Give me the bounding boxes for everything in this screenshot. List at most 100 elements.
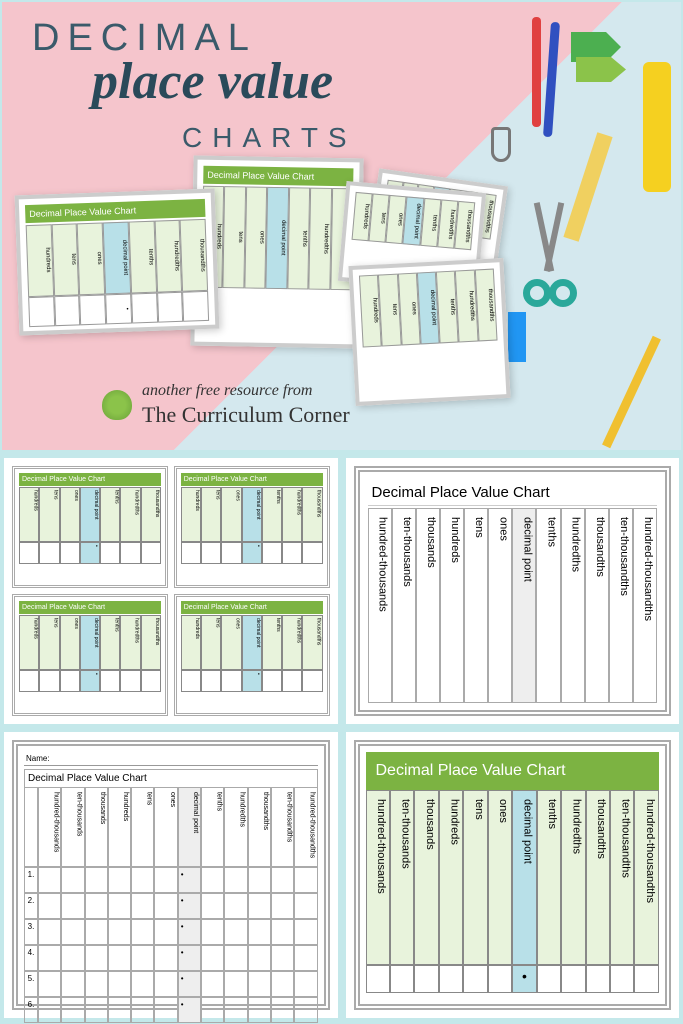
place-value-column: hundred-thousands	[368, 508, 392, 703]
place-value-column: hundredths	[561, 790, 585, 965]
table-cell	[271, 945, 294, 971]
place-value-column	[120, 670, 140, 692]
preview-chart: Decimal Place Value Chart hundredstenson…	[15, 189, 220, 336]
hero-title-bottom: CHARTS	[182, 122, 357, 154]
place-value-column: thousands	[416, 508, 440, 703]
table-cell	[154, 919, 177, 945]
table-cell	[271, 997, 294, 1023]
place-value-column	[634, 965, 658, 993]
place-value-column: thousandths	[141, 615, 161, 670]
place-value-column: tens	[223, 186, 246, 288]
small-chart: Decimal Place Value Charthundredstensone…	[12, 466, 168, 588]
place-value-column: thousands	[85, 787, 108, 867]
place-value-column: thousandths	[141, 487, 161, 542]
place-value-column: ten-thousands	[61, 787, 84, 867]
table-cell	[224, 997, 247, 1023]
place-value-column: tenths	[100, 615, 120, 670]
table-cell	[108, 945, 131, 971]
place-value-column: thousandths	[302, 487, 322, 542]
place-value-column: tenths	[536, 508, 560, 703]
place-value-column: tens	[39, 487, 59, 542]
green-chart-card: Decimal Place Value Chart hundred-thousa…	[346, 732, 680, 1018]
table-cell	[294, 997, 317, 1023]
table-cell	[61, 867, 84, 893]
table-cell	[85, 867, 108, 893]
place-value-column: hundredths	[561, 508, 585, 703]
place-value-column: hundredths	[120, 615, 140, 670]
place-value-column: tens	[51, 223, 79, 296]
place-value-column: decimal point	[103, 222, 131, 295]
place-value-column: hundred-thousands	[38, 787, 61, 867]
place-value-column: tens	[201, 487, 221, 542]
row-middle: Decimal Place Value Charthundredstensone…	[2, 458, 681, 724]
place-value-column: hundredths	[224, 787, 247, 867]
preview-chart: hundredstensonesdecimal pointtenthshundr…	[348, 258, 510, 406]
pen-icon	[543, 22, 560, 137]
place-value-column: tenths	[262, 487, 282, 542]
place-value-column: hundreds	[108, 787, 131, 867]
place-value-column	[80, 294, 107, 325]
place-value-column	[282, 670, 302, 692]
place-value-column: thousandths	[302, 615, 322, 670]
table-row: 4.•	[24, 945, 318, 971]
table-cell	[131, 867, 154, 893]
chart-title: Decimal Place Value Chart	[368, 480, 658, 506]
table-cell	[248, 997, 271, 1023]
place-value-column: hundred-thousands	[366, 790, 390, 965]
row-number: 2.	[24, 893, 38, 919]
place-value-column	[182, 291, 209, 322]
place-value-column: tenths	[201, 787, 224, 867]
worksheet: Name: Decimal Place Value Chart hundred-…	[12, 740, 330, 1010]
place-value-column: decimal point	[512, 790, 536, 965]
scissors-icon	[511, 202, 591, 312]
arrow-sticky-icon	[576, 57, 626, 82]
place-value-column: thousandths	[585, 508, 609, 703]
place-value-column	[302, 542, 322, 564]
table-cell	[38, 893, 61, 919]
place-value-column: decimal point	[242, 487, 262, 542]
place-value-column	[302, 670, 322, 692]
table-cell	[61, 893, 84, 919]
place-value-column	[262, 542, 282, 564]
small-chart: Decimal Place Value Charthundredstensone…	[12, 594, 168, 716]
table-cell: •	[178, 919, 201, 945]
place-value-column: ones	[60, 615, 80, 670]
table-cell	[154, 997, 177, 1023]
table-cell	[108, 971, 131, 997]
table-cell	[271, 867, 294, 893]
place-value-column	[39, 670, 59, 692]
table-cell	[108, 893, 131, 919]
place-value-column: •	[512, 965, 536, 993]
table-cell	[131, 893, 154, 919]
table-cell	[224, 945, 247, 971]
place-value-column: decimal point	[266, 187, 289, 289]
table-cell	[224, 971, 247, 997]
table-cell	[131, 997, 154, 1023]
table-cell	[201, 893, 224, 919]
place-value-column: •	[242, 542, 262, 564]
row-bottom: Name: Decimal Place Value Chart hundred-…	[2, 732, 681, 1018]
table-cell	[154, 971, 177, 997]
table-row: 1.•	[24, 867, 318, 893]
place-value-column	[488, 965, 512, 993]
table-cell	[294, 919, 317, 945]
chart-title: Decimal Place Value Chart	[181, 601, 323, 614]
pen-icon	[532, 17, 541, 127]
place-value-column	[100, 542, 120, 564]
table-cell	[38, 919, 61, 945]
place-value-column	[221, 670, 241, 692]
table-cell	[248, 971, 271, 997]
place-value-column: hundredths	[154, 220, 182, 293]
small-chart: Decimal Place Value Charthundredstensone…	[174, 466, 330, 588]
table-cell	[248, 893, 271, 919]
page-container: DECIMAL place value CHARTS Decimal Place…	[0, 0, 683, 1020]
place-value-column: ones	[154, 787, 177, 867]
chart-title: Decimal Place Value Chart	[19, 473, 161, 486]
pencil-icon	[602, 336, 661, 449]
wide-chart-card: Decimal Place Value Chart hundred-thousa…	[346, 458, 680, 724]
table-cell	[271, 971, 294, 997]
four-charts-card: Decimal Place Value Charthundredstensone…	[4, 458, 338, 724]
table-row: 3.•	[24, 919, 318, 945]
table-cell: •	[178, 945, 201, 971]
table-cell	[224, 919, 247, 945]
